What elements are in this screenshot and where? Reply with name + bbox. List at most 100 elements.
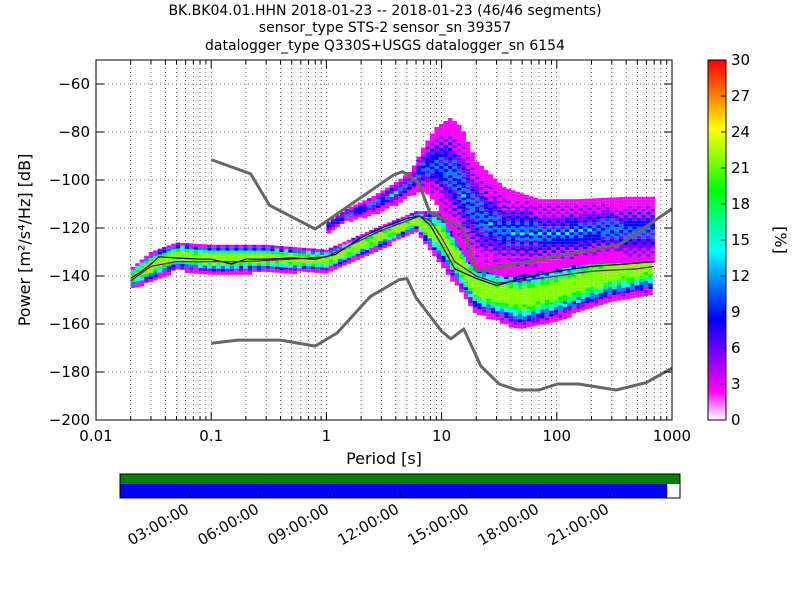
heatmap-cell bbox=[189, 252, 194, 256]
heatmap-cell bbox=[456, 163, 462, 167]
heatmap-cell bbox=[468, 297, 473, 301]
heatmap-cell bbox=[562, 274, 568, 278]
heatmap-cell bbox=[607, 281, 613, 285]
heatmap-cell bbox=[567, 263, 572, 267]
heatmap-cell bbox=[346, 254, 352, 258]
heatmap-cell bbox=[524, 206, 529, 210]
heatmap-cell bbox=[542, 235, 547, 239]
heatmap-cell bbox=[256, 268, 262, 272]
heatmap-cell bbox=[364, 249, 370, 253]
heatmap-cell bbox=[535, 295, 541, 299]
heatmap-cell bbox=[546, 259, 552, 263]
heatmap-cell bbox=[490, 289, 496, 293]
heatmap-cell bbox=[517, 325, 523, 329]
heatmap-cell bbox=[427, 244, 433, 248]
heatmap-cell bbox=[243, 253, 248, 257]
heatmap-cell bbox=[621, 293, 626, 297]
heatmap-cell bbox=[533, 264, 538, 268]
heatmap-cell bbox=[546, 232, 552, 236]
heatmap-cell bbox=[452, 138, 457, 142]
heatmap-cell bbox=[477, 291, 482, 295]
heatmap-cell bbox=[650, 247, 655, 251]
heatmap-cell bbox=[479, 228, 484, 232]
heatmap-cell bbox=[461, 191, 466, 195]
heatmap-cell bbox=[636, 232, 642, 236]
heatmap-cell bbox=[515, 221, 520, 225]
heatmap-cell bbox=[531, 287, 536, 291]
heatmap-cell bbox=[292, 262, 298, 266]
heatmap-cell bbox=[470, 170, 475, 174]
heatmap-cell bbox=[594, 303, 599, 307]
heatmap-cell bbox=[499, 317, 505, 321]
heatmap-cell bbox=[650, 211, 655, 215]
heatmap-cell bbox=[364, 237, 370, 241]
heatmap-cell bbox=[508, 324, 514, 328]
heatmap-cell bbox=[609, 224, 615, 228]
heatmap-cell bbox=[407, 171, 412, 175]
heatmap-cell bbox=[551, 253, 556, 257]
heatmap-cell bbox=[456, 187, 462, 191]
heatmap-cell bbox=[438, 207, 444, 211]
heatmap-cell bbox=[515, 257, 520, 261]
heatmap-cell bbox=[477, 279, 482, 283]
heatmap-cell bbox=[542, 223, 547, 227]
heatmap-cell bbox=[162, 270, 167, 274]
heatmap-cell bbox=[531, 302, 536, 306]
heatmap-cell bbox=[639, 272, 644, 276]
heatmap-cell bbox=[630, 292, 635, 296]
heatmap-cell bbox=[528, 244, 534, 248]
colorbar-tick-label: 3 bbox=[731, 375, 741, 393]
heatmap-cell bbox=[198, 268, 203, 272]
heatmap-cell bbox=[582, 201, 588, 205]
heatmap-cell bbox=[650, 235, 655, 239]
heatmap-cell bbox=[605, 200, 610, 204]
y-tick-label: −100 bbox=[49, 171, 90, 189]
heatmap-cell bbox=[425, 164, 430, 168]
heatmap-cell bbox=[472, 294, 478, 298]
heatmap-cell bbox=[470, 152, 475, 156]
heatmap-cell bbox=[362, 206, 367, 210]
heatmap-cell bbox=[618, 206, 624, 210]
heatmap-cell bbox=[526, 321, 532, 325]
heatmap-cell bbox=[456, 229, 462, 233]
heatmap-cell bbox=[510, 208, 516, 212]
heatmap-cell bbox=[465, 147, 471, 151]
heatmap-cell bbox=[594, 294, 599, 298]
heatmap-cell bbox=[247, 253, 253, 257]
heatmap-cell bbox=[429, 193, 435, 197]
heatmap-cell bbox=[639, 278, 644, 282]
heatmap-cell bbox=[641, 256, 646, 260]
heatmap-cell bbox=[301, 268, 307, 272]
heatmap-cell bbox=[479, 213, 484, 217]
heatmap-cell bbox=[535, 292, 541, 296]
heatmap-cell bbox=[456, 199, 462, 203]
heatmap-cell bbox=[549, 313, 554, 317]
heatmap-cell bbox=[461, 197, 466, 201]
heatmap-cell bbox=[400, 234, 406, 238]
heatmap-cell bbox=[537, 247, 543, 251]
heatmap-cell bbox=[513, 301, 518, 305]
heatmap-cell bbox=[481, 291, 487, 295]
heatmap-cell bbox=[434, 183, 439, 187]
heatmap-cell bbox=[513, 325, 518, 329]
heatmap-cell bbox=[535, 298, 541, 302]
heatmap-cell bbox=[492, 232, 498, 236]
heatmap-cell bbox=[468, 300, 473, 304]
heatmap-cell bbox=[555, 226, 561, 230]
heatmap-cell bbox=[609, 227, 615, 231]
heatmap-cell bbox=[438, 129, 444, 133]
heatmap-cell bbox=[533, 216, 538, 220]
heatmap-cell bbox=[540, 318, 545, 322]
heatmap-cell bbox=[594, 267, 599, 271]
heatmap-cell bbox=[373, 248, 379, 252]
heatmap-cell bbox=[427, 235, 433, 239]
heatmap-cell bbox=[560, 229, 565, 233]
heatmap-cell bbox=[346, 239, 352, 243]
heatmap-cell bbox=[452, 192, 457, 196]
heatmap-cell bbox=[427, 247, 433, 251]
heatmap-cell bbox=[650, 196, 655, 200]
heatmap-cell bbox=[492, 199, 498, 203]
heatmap-cell bbox=[456, 244, 462, 248]
heatmap-cell bbox=[623, 256, 628, 260]
heatmap-cell bbox=[324, 264, 329, 268]
